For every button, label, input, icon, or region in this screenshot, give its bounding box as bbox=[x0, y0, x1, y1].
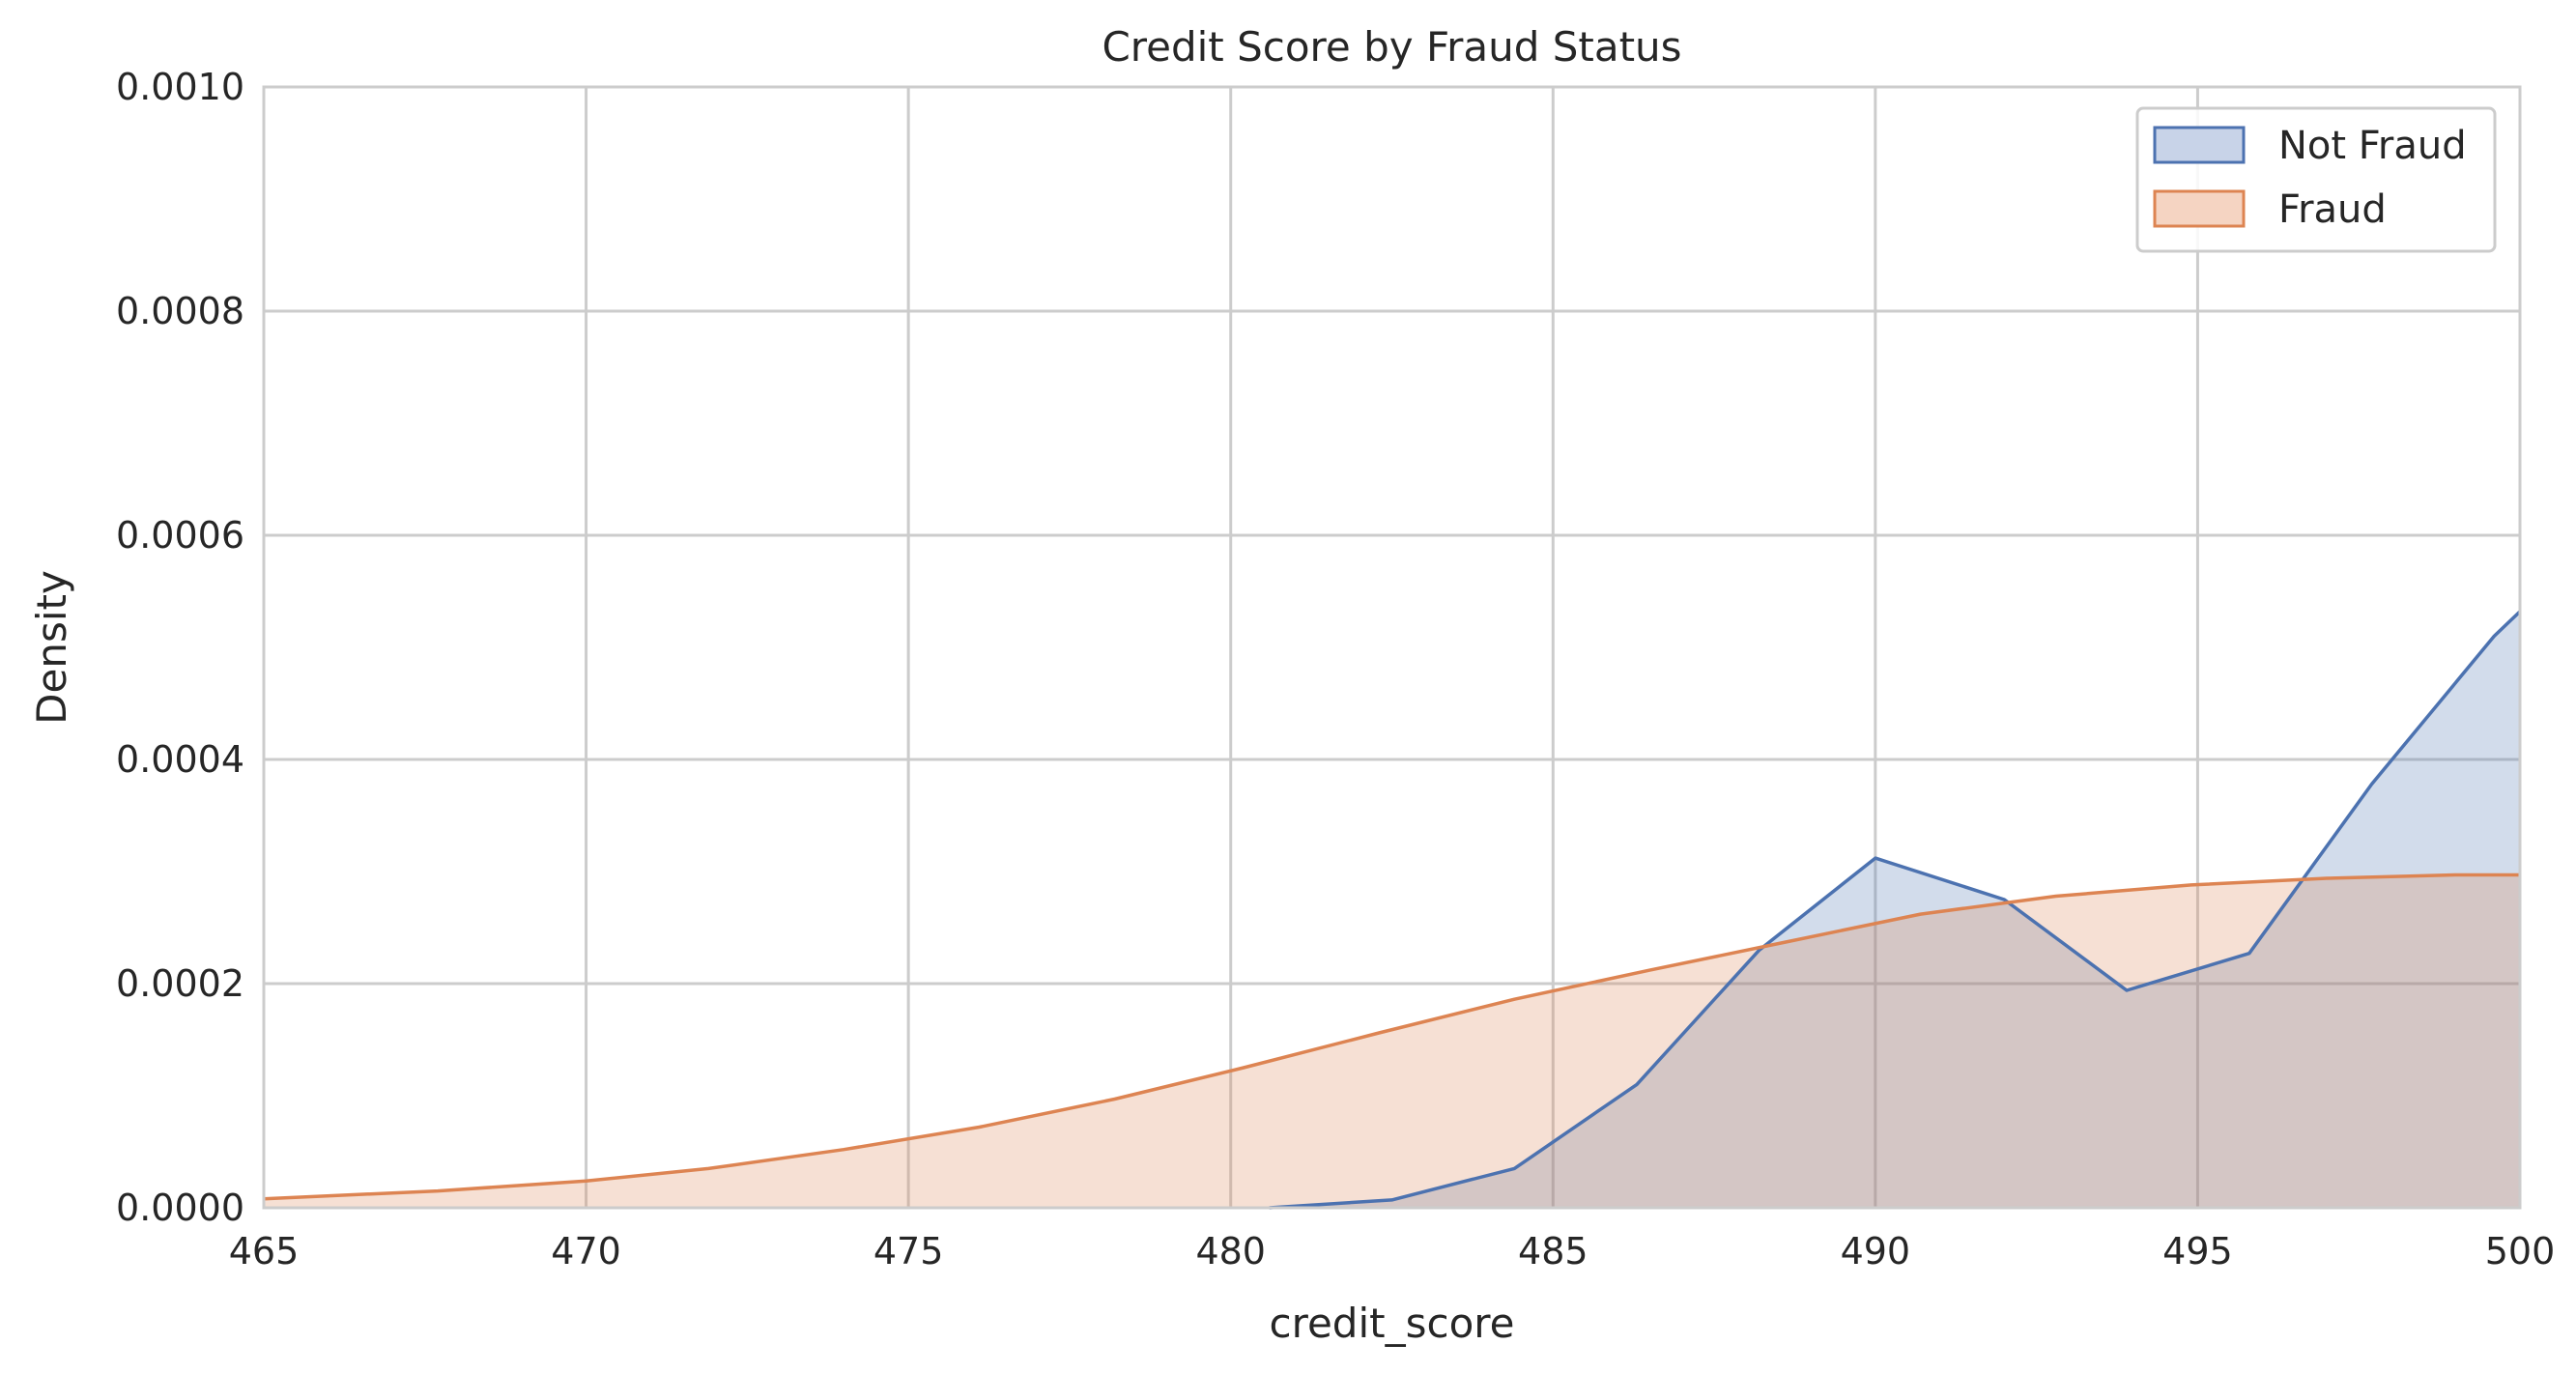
legend-swatch-not-fraud bbox=[2153, 126, 2246, 164]
x-axis-label: credit_score bbox=[1270, 1300, 1515, 1347]
y-tick-label: 0.0008 bbox=[116, 290, 244, 332]
x-tick-label: 495 bbox=[2162, 1230, 2233, 1273]
legend-swatch-fraud bbox=[2153, 189, 2246, 228]
area-fraud bbox=[264, 874, 2520, 1208]
line-not-fraud bbox=[1269, 610, 2522, 1210]
y-tick-labels: 0.0000 0.0002 0.0004 0.0006 0.0008 0.0010 bbox=[116, 66, 244, 1229]
series-areas bbox=[264, 611, 2520, 1208]
y-tick-label: 0.0006 bbox=[116, 514, 244, 557]
series-lines bbox=[263, 610, 2522, 1210]
line-fraud bbox=[263, 872, 2520, 1201]
legend-label-fraud: Fraud bbox=[2278, 187, 2387, 232]
x-tick-label: 490 bbox=[1841, 1230, 1911, 1273]
y-tick-label: 0.0010 bbox=[116, 66, 244, 108]
x-tick-label: 480 bbox=[1195, 1230, 1266, 1273]
y-tick-label: 0.0002 bbox=[116, 962, 244, 1005]
y-tick-label: 0.0004 bbox=[116, 738, 244, 781]
x-tick-labels: 465 470 475 480 485 490 495 500 bbox=[229, 1230, 2556, 1273]
y-tick-label: 0.0000 bbox=[116, 1187, 244, 1229]
area-not-fraud bbox=[1269, 611, 2520, 1208]
x-tick-label: 485 bbox=[1518, 1230, 1589, 1273]
y-axis-label: Density bbox=[28, 570, 75, 725]
chart-title: Credit Score by Fraud Status bbox=[1102, 23, 1681, 71]
x-tick-label: 465 bbox=[229, 1230, 300, 1273]
legend: Not Fraud Fraud bbox=[2135, 106, 2497, 253]
x-tick-label: 475 bbox=[873, 1230, 944, 1273]
x-tick-label: 470 bbox=[551, 1230, 621, 1273]
plot-frame bbox=[262, 85, 2522, 1210]
x-tick-label: 500 bbox=[2485, 1230, 2556, 1273]
legend-label-not-fraud: Not Fraud bbox=[2278, 124, 2467, 168]
